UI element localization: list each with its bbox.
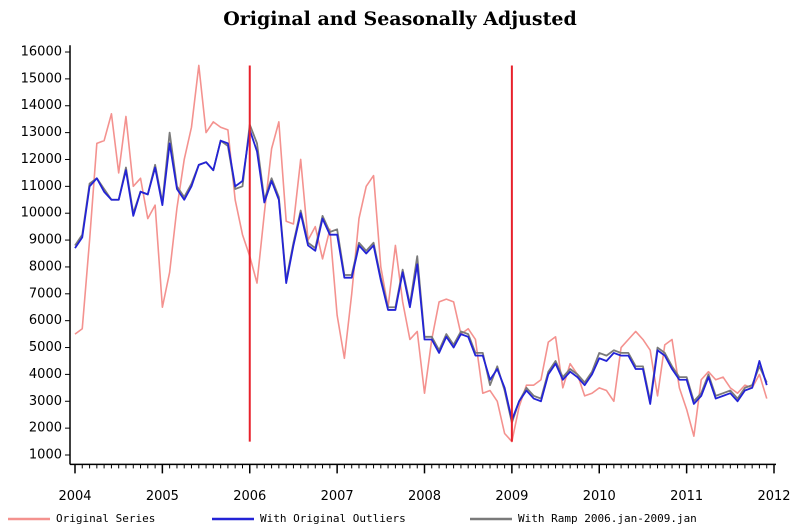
y-tick-label: 8000 bbox=[29, 259, 62, 274]
x-tick-label: 2005 bbox=[146, 489, 179, 504]
y-tick-label: 2000 bbox=[29, 421, 62, 436]
y-tick-label: 16000 bbox=[21, 45, 62, 60]
series-line bbox=[74, 129, 768, 421]
y-tick-label: 6000 bbox=[29, 313, 62, 328]
y-tick-label: 1000 bbox=[29, 447, 62, 462]
y-tick-label: 3000 bbox=[29, 394, 62, 409]
x-tick-label: 2007 bbox=[321, 489, 354, 504]
legend-label: With Original Outliers bbox=[260, 512, 406, 525]
x-tick-label: 2006 bbox=[233, 489, 266, 504]
y-tick-label: 9000 bbox=[29, 233, 62, 248]
y-tick-label: 12000 bbox=[21, 152, 62, 167]
y-tick-label: 11000 bbox=[21, 179, 62, 194]
y-tick-label: 15000 bbox=[21, 71, 62, 86]
y-tick-label: 7000 bbox=[29, 286, 62, 301]
x-tick-label: 2012 bbox=[757, 489, 790, 504]
x-tick-label: 2011 bbox=[670, 489, 703, 504]
y-tick-label: 14000 bbox=[21, 98, 62, 113]
y-tick-label: 5000 bbox=[29, 340, 62, 355]
x-tick-label: 2009 bbox=[495, 489, 528, 504]
series-line bbox=[74, 64, 768, 443]
y-tick-label: 4000 bbox=[29, 367, 62, 382]
x-tick-label: 2010 bbox=[583, 489, 616, 504]
legend-label: With Ramp 2006.jan-2009.jan bbox=[518, 512, 697, 525]
x-tick-label: 2008 bbox=[408, 489, 441, 504]
y-tick-label: 10000 bbox=[21, 206, 62, 221]
legend-label: Original Series bbox=[56, 512, 155, 525]
chart-title: Original and Seasonally Adjusted bbox=[223, 8, 577, 30]
series-line bbox=[74, 123, 768, 424]
y-tick-label: 13000 bbox=[21, 125, 62, 140]
x-tick-label: 2004 bbox=[58, 489, 91, 504]
